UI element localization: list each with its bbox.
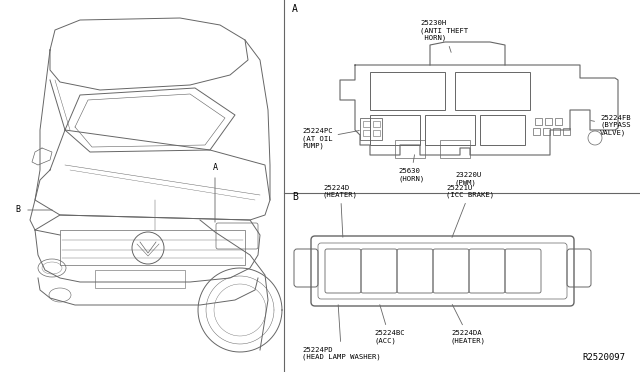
Text: 25630
(HORN): 25630 (HORN) bbox=[398, 155, 424, 182]
Bar bbox=[363, 121, 370, 127]
Bar bbox=[360, 118, 382, 140]
Bar bbox=[545, 118, 552, 125]
Text: 25224FB
(BYPASS
VALVE): 25224FB (BYPASS VALVE) bbox=[591, 115, 630, 136]
Bar bbox=[563, 128, 570, 135]
Bar bbox=[480, 115, 525, 145]
Text: 25224D
(HEATER): 25224D (HEATER) bbox=[323, 185, 358, 237]
Bar bbox=[555, 118, 562, 125]
Bar bbox=[370, 72, 445, 110]
Bar bbox=[370, 115, 420, 145]
Text: B: B bbox=[15, 205, 20, 215]
Bar bbox=[363, 130, 370, 136]
Text: R2520097: R2520097 bbox=[582, 353, 625, 362]
Text: 23220U
(PWM): 23220U (PWM) bbox=[455, 172, 481, 186]
Text: A: A bbox=[212, 163, 218, 171]
Text: 25230H
(ANTI THEFT
 HORN): 25230H (ANTI THEFT HORN) bbox=[420, 20, 468, 52]
Bar bbox=[535, 118, 542, 125]
Bar bbox=[373, 130, 380, 136]
Bar bbox=[533, 128, 540, 135]
Text: 25224BC
(ACC): 25224BC (ACC) bbox=[374, 305, 404, 343]
Bar bbox=[95, 270, 185, 288]
Text: 25224PC
(AT OIL
PUMP): 25224PC (AT OIL PUMP) bbox=[302, 128, 359, 149]
Bar bbox=[543, 128, 550, 135]
Text: B: B bbox=[292, 192, 298, 202]
Text: A: A bbox=[292, 4, 298, 14]
Text: 25224DA
(HEATER): 25224DA (HEATER) bbox=[451, 304, 486, 343]
Bar bbox=[60, 230, 245, 265]
Bar bbox=[425, 115, 475, 145]
Text: 25221U
(ICC BRAKE): 25221U (ICC BRAKE) bbox=[446, 185, 494, 237]
Text: 25224PD
(HEAD LAMP WASHER): 25224PD (HEAD LAMP WASHER) bbox=[302, 305, 381, 360]
Bar bbox=[373, 121, 380, 127]
Bar bbox=[395, 140, 425, 158]
Bar bbox=[455, 72, 530, 110]
Bar bbox=[440, 140, 470, 158]
Bar bbox=[553, 128, 560, 135]
